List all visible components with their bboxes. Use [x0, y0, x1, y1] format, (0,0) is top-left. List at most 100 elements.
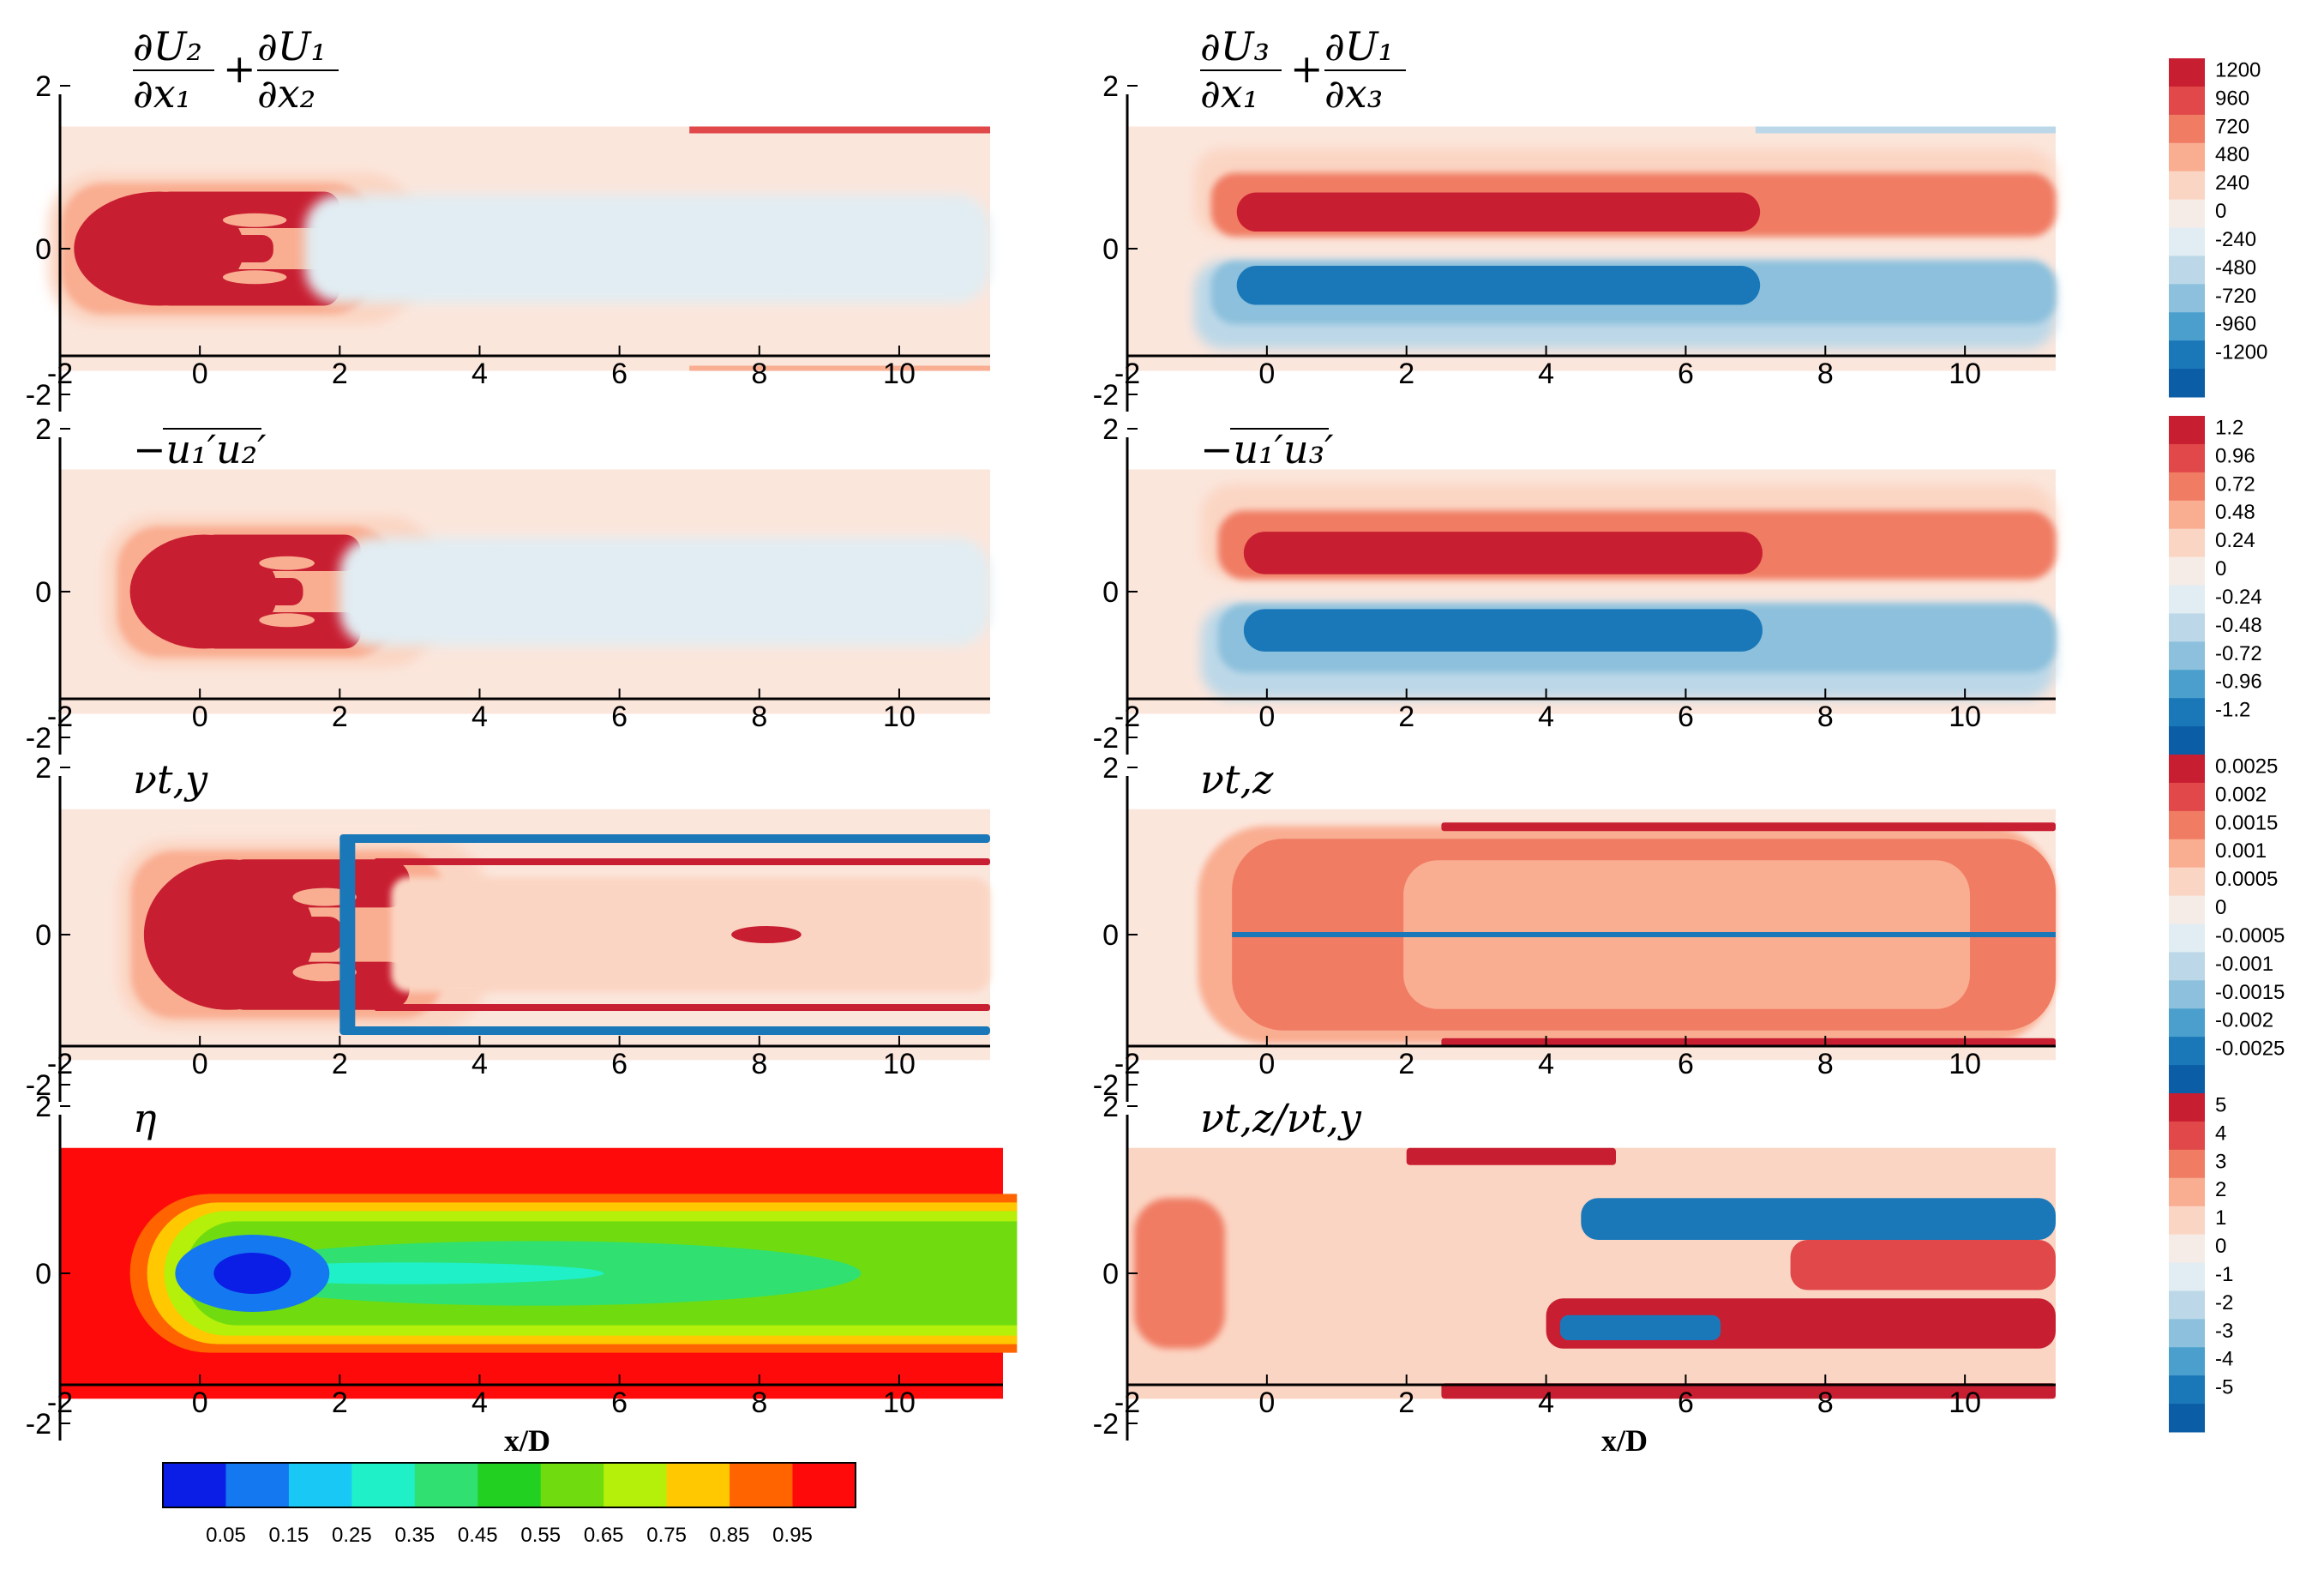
colorbar-swatch [2169, 227, 2205, 256]
x-tick-label: 10 [883, 358, 916, 390]
colorbar-ratio: 5 4 3 2 1 0 -1 -2 -3 -4 -5 [2169, 1093, 2233, 1433]
panel-title-text: −u₁′u₂′ [133, 426, 267, 472]
colorbar-label: -1 [2215, 1263, 2233, 1286]
colorbar-label: -0.0015 [2215, 981, 2285, 1004]
axes: -2 0 2 4 6 8 10 2 0 -2 [1093, 752, 2056, 1102]
x-tick-label: 6 [1678, 701, 1694, 733]
colorbar-swatch [2169, 416, 2205, 445]
colorbar-label: 1.2 [2215, 416, 2243, 439]
field-feature-patches-mid [1790, 1240, 2056, 1290]
colorbar-label: 0 [2215, 896, 2226, 919]
colorbar-label: 720 [2215, 115, 2249, 138]
colorbar-swatch [2169, 1319, 2205, 1348]
x-tick-label: 0 [192, 701, 208, 733]
x-tick-label: -2 [1114, 358, 1140, 390]
field-feature-shear-pos-core [1243, 532, 1763, 574]
x-tick-label: 4 [1538, 358, 1554, 390]
colorbar-label: 0.85 [710, 1524, 750, 1547]
colorbar-swatch [2169, 312, 2205, 341]
panel-title: ∂U₂∂x₁ + ∂U₁∂x₂ [133, 23, 339, 117]
colorbar-label: -0.0025 [2215, 1038, 2285, 1061]
colorbar-swatch [2169, 1234, 2205, 1263]
y-tick-label: -2 [26, 1408, 51, 1441]
colorbar-swatch [2169, 1290, 2205, 1320]
y-tick-label: 2 [35, 752, 51, 785]
colorbar-swatch [2169, 1262, 2205, 1291]
title-term1-numerator: ∂U₃ [1200, 23, 1270, 69]
x-tick-label: 8 [751, 1387, 767, 1419]
x-tick-label: 2 [332, 1387, 348, 1419]
field-feature-centerline [1232, 932, 2056, 937]
colorbar-swatch [2169, 726, 2205, 755]
x-tick-label: 2 [1398, 701, 1414, 733]
colorbar-swatch [2169, 86, 2205, 116]
colorbar-swatch [2169, 500, 2205, 530]
colorbar-label: -3 [2215, 1320, 2233, 1343]
y-tick-label: 2 [1102, 70, 1119, 103]
colorbar-eta: 0.05 0.15 0.25 0.35 0.45 0.55 0.65 0.75 0.85 0.95 [162, 1462, 856, 1547]
x-tick-label: 10 [1949, 701, 1981, 733]
colorbar-swatch [2169, 980, 2205, 1009]
y-tick-label: 0 [1102, 576, 1119, 609]
colorbar-viscosity: 0.0025 0.002 0.0015 0.001 0.0005 0 -0.0005 -0.0… [2169, 755, 2285, 1094]
x-tick-label: -2 [1114, 1048, 1140, 1080]
panel-eddy-viscosity-y: -2 0 2 4 6 8 10 2 0 -2 νt,y [26, 752, 990, 1102]
x-tick-label: 6 [1678, 358, 1694, 390]
x-tick-label: 8 [1817, 1048, 1834, 1080]
colorbar-swatch [288, 1463, 352, 1507]
colorbar-label: -240 [2215, 228, 2256, 251]
colorbar-swatch [2169, 895, 2205, 924]
x-tick-label: 2 [332, 1048, 348, 1080]
colorbar-label: 240 [2215, 171, 2249, 195]
field-feature-horseshoe-prong [263, 916, 344, 953]
colorbar-label: 0.001 [2215, 839, 2267, 863]
colorbar-swatch [2169, 952, 2205, 981]
colorbar-swatch [2169, 782, 2205, 812]
colorbar-label: 1200 [2215, 58, 2261, 81]
colorbar-swatch [2169, 1149, 2205, 1179]
title-operator: + [223, 45, 256, 92]
x-tick-label: 2 [332, 358, 348, 390]
colorbar-swatch [2169, 923, 2205, 953]
colorbar-label: 0.25 [332, 1524, 372, 1547]
colorbar-label: 5 [2215, 1093, 2226, 1116]
colorbar-swatch [2169, 340, 2205, 370]
y-tick-label: 0 [35, 1258, 51, 1290]
colorbar-swatch [2169, 1404, 2205, 1433]
y-tick-label: -2 [26, 1069, 51, 1102]
field-feature-shear-neg-core [1236, 265, 1761, 305]
colorbar-swatch [2169, 58, 2205, 87]
panel-title-text: −u₁′u₃′ [1200, 426, 1334, 472]
axes: -2 0 2 4 6 8 10 2 0 -2 [1093, 70, 2056, 412]
y-tick-label: 2 [35, 1091, 51, 1123]
panel-dU3dx1-plus-dU1dx3: -2 0 2 4 6 8 10 2 0 -2 ∂U₃∂x₁ + ∂U₁∂x₃ [1093, 23, 2056, 412]
x-tick-label: -2 [1114, 1387, 1140, 1419]
field-feature-noisy-bottom-strip [1441, 1383, 2056, 1399]
x-tick-label: 8 [1817, 701, 1834, 733]
colorbar-label: 480 [2215, 143, 2249, 166]
colorbar-swatch [2169, 142, 2205, 172]
field-feature-outline-front [339, 834, 356, 1035]
colorbar-label: 0.65 [584, 1524, 624, 1547]
colorbar-label: 0.75 [646, 1524, 687, 1547]
colorbar-swatch [730, 1463, 794, 1507]
x-tick-label: 0 [192, 358, 208, 390]
y-tick-label: 2 [1102, 1091, 1119, 1123]
title-term2-numerator: ∂U₁ [1324, 23, 1394, 69]
colorbar-swatch [2169, 1121, 2205, 1151]
colorbar-swatch [2169, 641, 2205, 671]
axes: -2 0 2 4 6 8 10 2 0 -2 [26, 413, 990, 755]
colorbar-label: -5 [2215, 1376, 2233, 1399]
colorbar-label: 0.48 [2215, 501, 2255, 524]
x-tick-label: 4 [471, 1387, 488, 1419]
panel-title: −u₁′u₃′ [1200, 426, 1334, 472]
panel-title-text: νt,y [133, 756, 208, 803]
title-operator: + [1290, 45, 1324, 92]
field-feature-noisy-front [1134, 1198, 1225, 1349]
colorbar-swatch [2169, 1375, 2205, 1405]
colorbar-swatch [351, 1463, 416, 1507]
colorbar-label: -0.72 [2215, 642, 2262, 665]
axes: -2 0 2 4 6 8 10 2 0 -2 [26, 70, 990, 412]
field-feature-min [213, 1253, 291, 1294]
axes: -2 0 2 4 6 8 10 2 0 -2 [1093, 413, 2056, 755]
